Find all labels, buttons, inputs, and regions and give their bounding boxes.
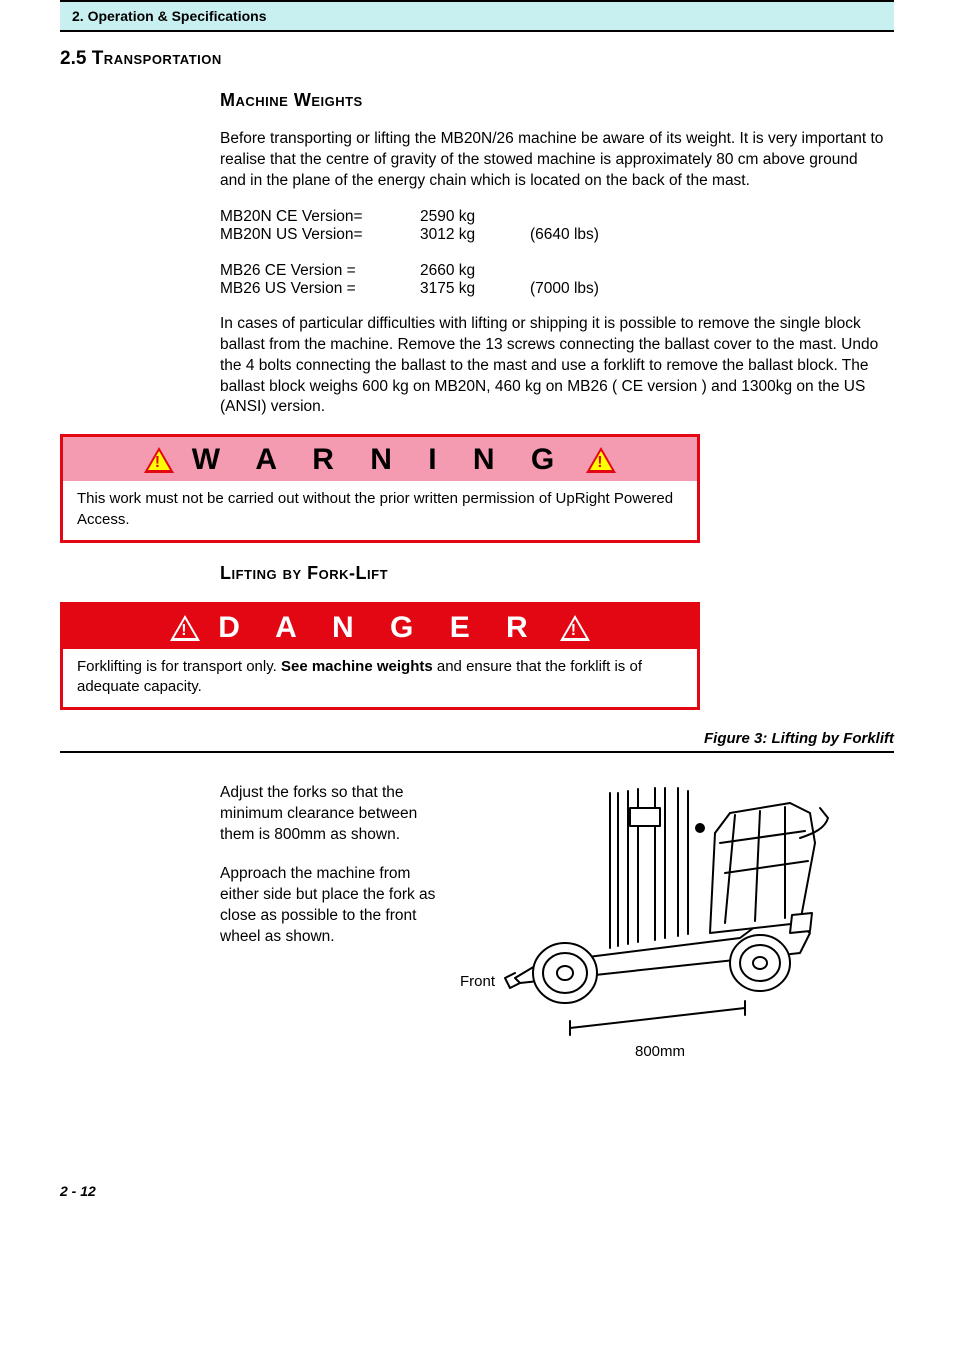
warning-triangle-icon: !: [586, 447, 616, 473]
table-row: MB20N CE Version= 2590 kg: [220, 208, 884, 226]
figure-row: Adjust the forks so that the minimum cle…: [220, 783, 884, 1073]
page: 2. Operation & Specifications 2.5 Transp…: [0, 0, 954, 1239]
danger-title: D A N G E R: [218, 611, 541, 645]
danger-body: Forklifting is for transport only. See m…: [63, 649, 697, 708]
weight-lbs: (6640 lbs): [530, 226, 650, 244]
figure-caption: Figure 3: Lifting by Forklift: [60, 730, 894, 753]
weights-table: MB20N CE Version= 2590 kg MB20N US Versi…: [220, 208, 884, 298]
front-label: Front: [460, 973, 495, 990]
warning-triangle-icon: !: [144, 447, 174, 473]
danger-text-bold: See machine weights: [281, 658, 433, 675]
weight-kg: 3175 kg: [420, 280, 530, 298]
dimension-label: 800mm: [635, 1043, 685, 1060]
figure-text-1: Adjust the forks so that the minimum cle…: [220, 783, 440, 846]
table-row: MB26 US Version = 3175 kg (7000 lbs): [220, 280, 884, 298]
weight-kg: 2660 kg: [420, 262, 530, 280]
danger-triangle-icon: !: [560, 615, 590, 641]
warning-header: ! W A R N I N G !: [63, 437, 697, 481]
warning-body: This work must not be carried out withou…: [63, 481, 697, 540]
table-row: MB26 CE Version = 2660 kg: [220, 262, 884, 280]
weight-lbs: [530, 208, 650, 226]
intro-paragraph: Before transporting or lifting the MB20N…: [220, 129, 884, 192]
figure-text-2: Approach the machine from either side bu…: [220, 864, 440, 948]
weight-label: MB20N US Version=: [220, 226, 420, 244]
danger-header: ! D A N G E R !: [63, 605, 697, 649]
weight-lbs: (7000 lbs): [530, 280, 650, 298]
section-title: Transportation: [92, 48, 222, 69]
warning-box: ! W A R N I N G ! This work must not be …: [60, 434, 700, 543]
weight-label: MB26 US Version =: [220, 280, 420, 298]
ballast-paragraph: In cases of particular difficulties with…: [220, 314, 884, 419]
table-row: MB20N US Version= 3012 kg (6640 lbs): [220, 226, 884, 244]
figure-image-column: Front 800mm: [460, 783, 884, 1073]
weight-kg: 3012 kg: [420, 226, 530, 244]
danger-triangle-icon: !: [170, 615, 200, 641]
section-header-bar: 2. Operation & Specifications: [60, 0, 894, 32]
subheading-machine-weights: Machine Weights: [220, 90, 884, 111]
page-number: 2 - 12: [60, 1183, 894, 1199]
figure-text-column: Adjust the forks so that the minimum cle…: [220, 783, 440, 965]
section-number: 2.5: [60, 48, 86, 69]
weight-kg: 2590 kg: [420, 208, 530, 226]
section-heading: 2.5 Transportation: [60, 48, 894, 70]
subheading-lifting: Lifting by Fork-Lift: [220, 563, 884, 584]
danger-box: ! D A N G E R ! Forklifting is for trans…: [60, 602, 700, 711]
weight-label: MB20N CE Version=: [220, 208, 420, 226]
weight-label: MB26 CE Version =: [220, 262, 420, 280]
warning-title: W A R N I N G: [192, 443, 568, 477]
weight-lbs: [530, 262, 650, 280]
danger-text-pre: Forklifting is for transport only.: [77, 658, 281, 675]
forklift-diagram: [460, 783, 860, 1073]
